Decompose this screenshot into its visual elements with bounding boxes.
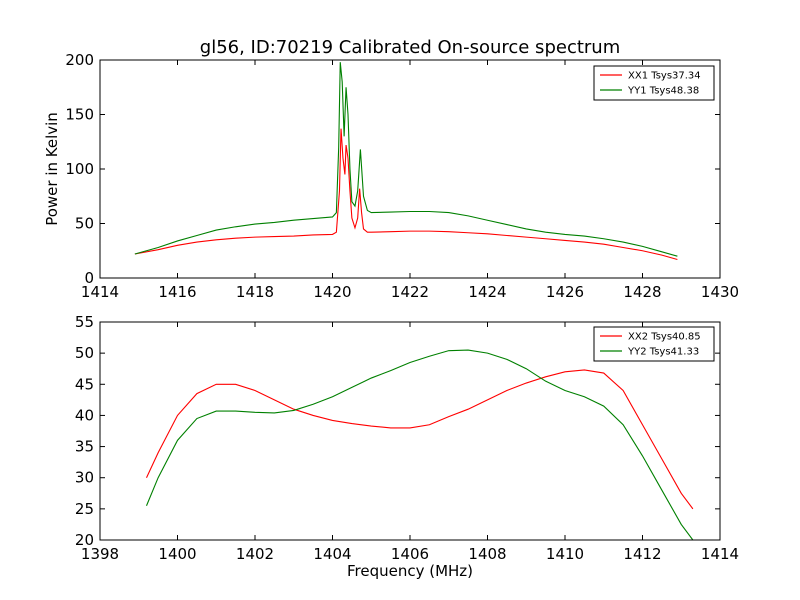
series-line-2 bbox=[134, 62, 678, 257]
series-line-2 bbox=[145, 349, 694, 540]
x-tick-label: 1414 bbox=[701, 545, 739, 563]
y-tick-label: 50 bbox=[75, 344, 94, 362]
x-axis-label: Frequency (MHz) bbox=[347, 562, 473, 580]
legend-label: XX2 Tsys40.85 bbox=[628, 332, 701, 343]
legend-label: YY1 Tsys48.38 bbox=[627, 86, 699, 97]
y-tick-label: 100 bbox=[65, 160, 94, 178]
series-line-1 bbox=[134, 128, 678, 260]
y-tick-label: 200 bbox=[65, 51, 94, 69]
top-spectrum-panel: 1414 1416 1418 1420 1422 1424 1426 1428 1430 0 50 1… bbox=[43, 51, 739, 301]
x-tick-label: 1416 bbox=[158, 283, 196, 301]
legend-label: XX1 Tsys37.34 bbox=[628, 71, 701, 82]
legend: XX2 Tsys40.85 YY2 Tsys41.33 bbox=[593, 326, 715, 362]
y-tick-label: 50 bbox=[75, 215, 94, 233]
y-tick-label: 25 bbox=[75, 500, 94, 518]
y-tick-label: 30 bbox=[75, 469, 94, 487]
y-tick-label: 0 bbox=[84, 269, 94, 287]
series-line-1 bbox=[146, 369, 694, 510]
y-tick-label: 150 bbox=[65, 106, 94, 124]
x-tick-label: 1414 bbox=[81, 283, 119, 301]
legend-box bbox=[593, 326, 715, 362]
x-tick-label: 1424 bbox=[468, 283, 506, 301]
x-tick-label: 1400 bbox=[158, 545, 196, 563]
x-tick-label: 1418 bbox=[236, 283, 274, 301]
x-tick-label: 1402 bbox=[236, 545, 274, 563]
x-tick-label: 1398 bbox=[81, 545, 119, 563]
x-tick-label: 1408 bbox=[468, 545, 506, 563]
bottom-spectrum-panel: 1398 1400 1402 1404 1406 1408 1410 1412 1414 20 25… bbox=[75, 313, 739, 580]
legend: XX1 Tsys37.34 YY1 Tsys48.38 bbox=[593, 65, 715, 101]
x-tick-label: 1422 bbox=[391, 283, 429, 301]
y-tick-label: 40 bbox=[75, 406, 94, 424]
y-tick-label: 45 bbox=[75, 375, 94, 393]
legend-label: YY2 Tsys41.33 bbox=[627, 347, 699, 358]
chart-title: gl56, ID:70219 Calibrated On-source spec… bbox=[200, 37, 620, 58]
x-tick-label: 1430 bbox=[701, 283, 739, 301]
y-tick-label: 55 bbox=[75, 313, 94, 331]
x-tick-label: 1410 bbox=[546, 545, 584, 563]
x-tick-label: 1404 bbox=[313, 545, 351, 563]
x-tick-label: 1428 bbox=[623, 283, 661, 301]
y-axis-label: Power in Kelvin bbox=[43, 112, 61, 226]
x-tick-label: 1420 bbox=[313, 283, 351, 301]
x-tick-label: 1426 bbox=[546, 283, 584, 301]
x-tick-label: 1412 bbox=[623, 545, 661, 563]
x-tick-label: 1406 bbox=[391, 545, 429, 563]
legend-box bbox=[593, 65, 715, 101]
y-tick-label: 20 bbox=[75, 531, 94, 549]
y-tick-label: 35 bbox=[75, 438, 94, 456]
